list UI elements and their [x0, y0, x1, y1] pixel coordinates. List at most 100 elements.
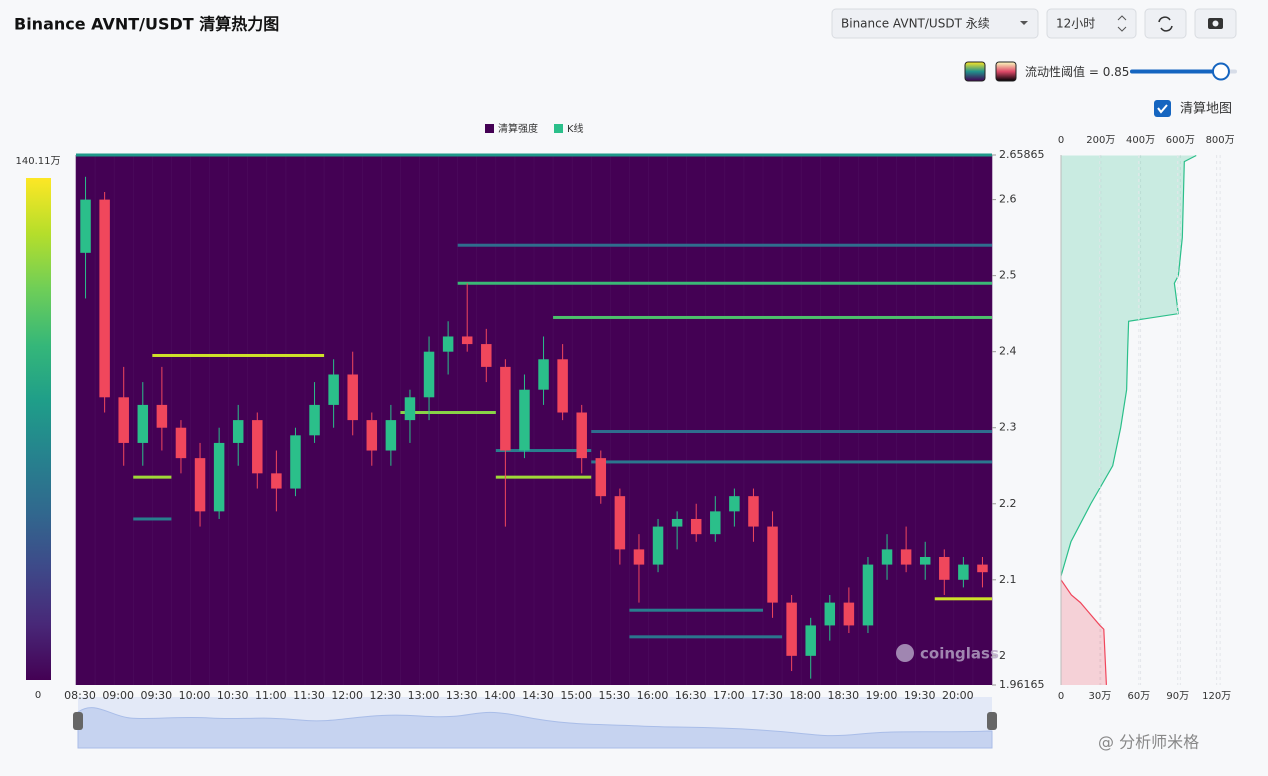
y-tick-label: 2.3	[999, 421, 1017, 434]
y-tick-label: 2.1	[999, 573, 1017, 586]
legend-swatch	[554, 124, 563, 133]
x-tick-label: 11:30	[293, 689, 325, 702]
profile-tick-label: 0	[1058, 691, 1064, 702]
watermark-logo	[896, 644, 914, 662]
legend-label: 清算强度	[498, 122, 538, 135]
liquidation-level	[133, 475, 172, 479]
x-tick-label: 19:30	[904, 689, 936, 702]
candle-body	[271, 473, 282, 489]
candle-body	[862, 564, 874, 626]
candle-body	[900, 549, 912, 565]
map-checkbox[interactable]	[1154, 100, 1171, 117]
profile-area	[1061, 155, 1197, 576]
liquidation-level	[400, 411, 496, 415]
navigator-area	[77, 707, 993, 749]
candle-body	[939, 556, 950, 580]
candle-body	[423, 351, 435, 398]
x-tick-label: 20:00	[942, 689, 974, 702]
candle-body	[519, 389, 530, 451]
profile-line	[1060, 579, 1107, 685]
profile-tick-label: 800万	[1206, 135, 1235, 146]
candle-body	[977, 564, 988, 573]
candle-body	[156, 404, 168, 428]
candle-body	[538, 359, 549, 390]
candle-body	[958, 564, 969, 580]
liquidation-level	[495, 449, 592, 453]
candle-body	[461, 336, 473, 345]
profile-tick-label: 90万	[1166, 691, 1189, 702]
candle-body	[805, 625, 816, 656]
y-tick-label: 2.5	[999, 269, 1017, 282]
range-select-text[interactable]: 12小时	[1056, 17, 1095, 31]
candle-body	[252, 420, 263, 474]
candle-body	[633, 549, 645, 565]
refresh-button[interactable]	[1144, 8, 1187, 39]
candle-body	[137, 404, 149, 443]
palette-viridis[interactable]	[964, 61, 986, 82]
y-tick-label: 1.96165	[999, 678, 1045, 691]
candle-body	[442, 336, 454, 352]
candle-body	[366, 420, 378, 451]
threshold-label: 流动性阈值 = 0.85	[1025, 64, 1129, 79]
x-tick-label: 17:30	[751, 689, 783, 702]
candle-body	[328, 374, 339, 405]
colorbar-label: 140.11万	[16, 156, 61, 167]
candle-body	[481, 344, 492, 367]
candle-body	[824, 602, 836, 626]
navigator-handle-left[interactable]	[73, 712, 83, 730]
liquidation-level	[591, 430, 992, 434]
liquidation-level	[457, 281, 993, 285]
liquidation-level	[629, 608, 763, 612]
map-toggle-label[interactable]: 清算地图	[1180, 102, 1232, 117]
x-tick-label: 13:00	[408, 689, 440, 702]
candle-body	[786, 602, 797, 656]
liquidation-level	[152, 353, 325, 357]
candle-body	[175, 427, 187, 459]
colorbar-label: 0	[35, 690, 41, 701]
profile-tick-label: 400万	[1126, 135, 1155, 146]
threshold-value: 0.85	[1103, 65, 1130, 79]
profile-tick-label: 120万	[1202, 691, 1231, 702]
pair-select-text[interactable]: Binance AVNT/USDT 永续	[841, 17, 990, 31]
candle-body	[843, 602, 855, 626]
candle-body	[614, 496, 626, 550]
pair-select[interactable]	[831, 8, 1039, 39]
liquidation-level	[495, 475, 592, 479]
slider-fill	[1130, 69, 1221, 74]
candle-body	[309, 404, 320, 436]
credit-watermark: @ 分析师米格	[1098, 733, 1199, 752]
candle-body	[710, 511, 721, 535]
candle-body	[576, 412, 587, 459]
profile-tick-label: 200万	[1086, 135, 1115, 146]
x-tick-label: 14:00	[484, 689, 516, 702]
profile-tick-label: 60万	[1127, 691, 1150, 702]
profile-tick-label: 600万	[1166, 135, 1195, 146]
candle-body	[118, 397, 129, 443]
threshold-label-text: 流动性阈值 =	[1025, 64, 1103, 79]
candle-body	[881, 549, 893, 565]
navigator-handle-right[interactable]	[987, 712, 997, 730]
select-arrow	[1020, 21, 1028, 25]
slider-knob[interactable]	[1211, 62, 1230, 81]
x-tick-label: 11:00	[255, 689, 287, 702]
liquidation-level	[629, 635, 783, 639]
candle-body	[729, 496, 740, 512]
liquidation-level	[133, 517, 172, 521]
candle-body	[595, 458, 607, 497]
candle-body	[767, 526, 778, 603]
x-tick-label: 16:30	[675, 689, 707, 702]
candle-body	[80, 199, 91, 253]
candle-body	[404, 397, 416, 421]
range-select[interactable]	[1046, 8, 1137, 39]
controls: Binance AVNT/USDT 永续 12小时 流动性阈值 = 0.85 清…	[831, 8, 1237, 117]
profile-tick-label: 0	[1058, 135, 1064, 146]
palette-magma[interactable]	[995, 61, 1017, 82]
x-tick-label: 17:00	[713, 689, 745, 702]
watermark: coinglass	[920, 645, 999, 663]
liquidation-level	[934, 597, 992, 601]
candle-body	[500, 366, 511, 451]
x-tick-label: 13:30	[446, 689, 478, 702]
x-tick-label: 09:00	[102, 689, 134, 702]
x-tick-label: 14:30	[522, 689, 554, 702]
